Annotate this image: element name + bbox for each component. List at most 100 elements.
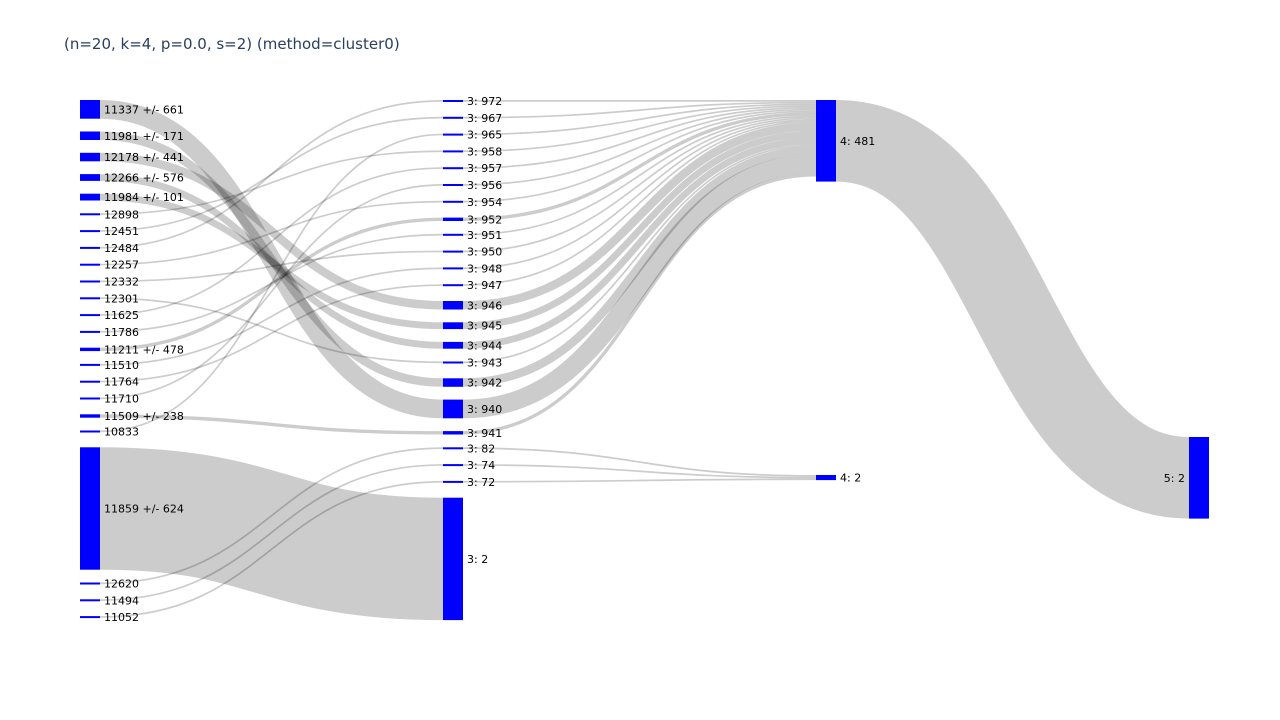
link-34[interactable] bbox=[462, 120, 817, 286]
link-2[interactable] bbox=[99, 152, 444, 310]
node-38[interactable] bbox=[443, 361, 463, 364]
node-23[interactable] bbox=[443, 100, 463, 102]
node-45[interactable] bbox=[443, 497, 463, 621]
node-47[interactable] bbox=[816, 475, 836, 481]
node-28[interactable] bbox=[443, 184, 463, 186]
node-27[interactable] bbox=[443, 167, 463, 170]
node-33[interactable] bbox=[443, 267, 463, 270]
link-43[interactable] bbox=[462, 464, 817, 479]
node-7[interactable] bbox=[80, 330, 100, 333]
node-31[interactable] bbox=[443, 233, 463, 236]
link-19[interactable] bbox=[99, 447, 444, 621]
node-18[interactable] bbox=[80, 174, 100, 181]
link-7[interactable] bbox=[99, 100, 444, 249]
node-32[interactable] bbox=[443, 250, 463, 253]
link-5[interactable] bbox=[99, 150, 444, 215]
link-9[interactable] bbox=[99, 250, 444, 283]
link-14[interactable] bbox=[99, 267, 444, 366]
node-14[interactable] bbox=[80, 213, 100, 216]
link-41[interactable] bbox=[462, 173, 817, 435]
node-0[interactable] bbox=[80, 430, 100, 433]
link-31[interactable] bbox=[462, 115, 817, 236]
node-13[interactable] bbox=[80, 582, 100, 585]
node-1[interactable] bbox=[80, 616, 100, 619]
node-40[interactable] bbox=[443, 399, 463, 419]
node-12[interactable] bbox=[80, 246, 100, 249]
link-22[interactable] bbox=[99, 480, 444, 618]
link-25[interactable] bbox=[462, 103, 817, 136]
node-48[interactable] bbox=[1189, 437, 1209, 519]
link-8[interactable] bbox=[99, 200, 444, 266]
link-12[interactable] bbox=[99, 233, 444, 333]
node-17[interactable] bbox=[80, 152, 100, 162]
link-21[interactable] bbox=[99, 464, 444, 601]
link-18[interactable] bbox=[99, 133, 444, 433]
link-32[interactable] bbox=[462, 117, 817, 253]
node-15[interactable] bbox=[80, 100, 100, 119]
node-4[interactable] bbox=[80, 314, 100, 317]
node-21[interactable] bbox=[80, 414, 100, 418]
node-34[interactable] bbox=[443, 284, 463, 287]
node-label-35: 3: 946 bbox=[467, 299, 502, 312]
link-0[interactable] bbox=[99, 100, 444, 419]
node-20[interactable] bbox=[80, 347, 100, 352]
node-30[interactable] bbox=[443, 217, 463, 221]
node-label-43: 3: 74 bbox=[467, 459, 495, 472]
node-25[interactable] bbox=[443, 133, 463, 136]
node-42[interactable] bbox=[443, 447, 463, 450]
node-19[interactable] bbox=[80, 193, 100, 201]
node-37[interactable] bbox=[443, 341, 463, 349]
node-35[interactable] bbox=[443, 301, 463, 310]
node-22[interactable] bbox=[80, 447, 100, 570]
link-15[interactable] bbox=[99, 284, 444, 383]
link-16[interactable] bbox=[99, 184, 444, 400]
node-29[interactable] bbox=[443, 200, 463, 203]
link-45[interactable] bbox=[833, 100, 1192, 519]
node-36[interactable] bbox=[443, 322, 463, 330]
node-24[interactable] bbox=[443, 116, 463, 119]
link-13[interactable] bbox=[99, 217, 444, 352]
node-3[interactable] bbox=[80, 363, 100, 366]
node-44[interactable] bbox=[443, 480, 463, 483]
link-37[interactable] bbox=[462, 137, 817, 349]
link-38[interactable] bbox=[462, 144, 817, 364]
link-27[interactable] bbox=[462, 106, 817, 169]
link-36[interactable] bbox=[462, 130, 817, 330]
link-11[interactable] bbox=[99, 167, 444, 316]
node-43[interactable] bbox=[443, 464, 463, 467]
link-33[interactable] bbox=[462, 118, 817, 270]
node-label-2: 11494 bbox=[104, 594, 139, 607]
link-4[interactable] bbox=[99, 193, 444, 330]
link-29[interactable] bbox=[462, 110, 817, 203]
link-28[interactable] bbox=[462, 108, 817, 186]
link-30[interactable] bbox=[462, 111, 817, 221]
node-26[interactable] bbox=[443, 150, 463, 153]
node-11[interactable] bbox=[80, 230, 100, 233]
node-label-15: 11337 +/- 661 bbox=[104, 103, 184, 116]
node-label-48: 5: 2 bbox=[1164, 472, 1185, 485]
link-40[interactable] bbox=[462, 154, 817, 419]
link-42[interactable] bbox=[462, 447, 817, 477]
link-24[interactable] bbox=[462, 101, 817, 119]
node-8[interactable] bbox=[80, 263, 100, 266]
link-44[interactable] bbox=[462, 478, 817, 483]
link-6[interactable] bbox=[99, 116, 444, 232]
link-3[interactable] bbox=[99, 174, 444, 349]
node-9[interactable] bbox=[80, 297, 100, 300]
node-46[interactable] bbox=[816, 100, 836, 182]
node-label-46: 4: 481 bbox=[840, 135, 875, 148]
node-16[interactable] bbox=[80, 131, 100, 141]
node-5[interactable] bbox=[80, 397, 100, 400]
node-6[interactable] bbox=[80, 380, 100, 383]
link-17[interactable] bbox=[99, 414, 444, 435]
link-20[interactable] bbox=[99, 447, 444, 585]
link-10[interactable] bbox=[99, 297, 444, 364]
node-10[interactable] bbox=[80, 280, 100, 283]
node-2[interactable] bbox=[80, 599, 100, 602]
link-26[interactable] bbox=[462, 105, 817, 153]
node-39[interactable] bbox=[443, 378, 463, 387]
link-1[interactable] bbox=[99, 131, 444, 387]
link-35[interactable] bbox=[462, 122, 817, 310]
node-41[interactable] bbox=[443, 431, 463, 435]
link-39[interactable] bbox=[462, 145, 817, 387]
